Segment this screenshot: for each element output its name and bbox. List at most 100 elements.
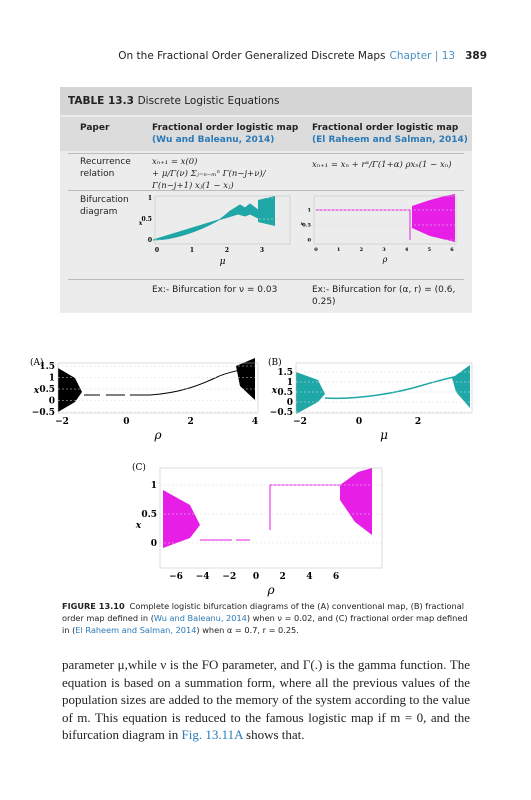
note: Ex:- Bifurcation for (α, r) = (0.6, 0.25… <box>312 285 456 307</box>
magenta-chaos <box>163 490 200 548</box>
y-tick-label: 0.5 <box>141 510 157 520</box>
table-title-bar <box>60 87 472 115</box>
paragraph-text: parameter μ,while ν is the FO parameter,… <box>62 657 470 742</box>
column-title: Fractional order logistic map <box>152 123 299 133</box>
x-tick-label: −2 <box>222 572 236 582</box>
row-label: Bifurcation diagram <box>80 195 129 217</box>
y-tick-label: −0.5 <box>270 408 293 418</box>
equation-line: xₙ₊₁ = x(0) <box>152 157 198 167</box>
column-title: Fractional order logistic map <box>312 123 459 133</box>
magenta-line <box>269 484 340 530</box>
x-tick-label: 0 <box>155 247 159 254</box>
x-axis-label: ρ <box>382 255 388 264</box>
x-tick-label: 1 <box>190 247 194 254</box>
x-tick-label: 2 <box>415 417 421 427</box>
x-tick-label: 0 <box>314 247 318 253</box>
body-text: parameter μ,while ν is the FO parameter,… <box>62 656 470 744</box>
figure-ref: Fig. 13.11A <box>181 727 243 742</box>
y-tick-label: 0.5 <box>142 216 152 223</box>
plot-frame <box>57 362 259 414</box>
x-axis-label: μ <box>220 257 226 267</box>
row-rule <box>68 190 464 191</box>
y-tick-label: 1 <box>287 378 293 388</box>
x-tick-label: 1 <box>337 247 340 253</box>
teal-chaos <box>296 372 325 414</box>
row-rule <box>68 153 464 154</box>
y-axis-label: x <box>300 221 305 227</box>
black-chaos <box>58 368 82 412</box>
teal-chaos <box>258 196 275 226</box>
header-chapter: Chapter | 13 <box>389 50 456 62</box>
note: Ex:- Bifurcation for ν = 0.03 <box>152 285 278 295</box>
x-tick-label: 2 <box>360 247 364 253</box>
y-tick-label: 0 <box>151 539 157 549</box>
panel-label: (A) <box>30 357 44 368</box>
column-header: Paper <box>80 123 110 133</box>
y-tick-label: 0.5 <box>277 388 293 398</box>
x-tick-label: 0 <box>253 572 259 582</box>
table-caption: Discrete Logistic Equations <box>137 95 280 107</box>
branch <box>324 375 459 400</box>
y-tick-label: 0 <box>49 397 55 407</box>
paragraph-text: shows that. <box>242 727 305 742</box>
caption-text: Complete logistic bifurcation diagrams o… <box>62 601 464 623</box>
x-axis-label: ρ <box>266 583 274 597</box>
y-tick-label: 0 <box>287 398 293 408</box>
panel-a-shape <box>58 358 255 412</box>
column-ref: (El Raheem and Salman, 2014) <box>312 135 468 145</box>
column-ref: (Wu and Baleanu, 2014) <box>152 135 275 145</box>
y-axis-label: x <box>138 220 143 227</box>
x-tick-label: 4 <box>306 572 312 582</box>
equation: xₙ₊₁ = x(0) + μ/Γ(ν) Σⱼ₌ₙ₋ₘⁿ Γ(n−j+ν)/Γ(n… <box>152 156 302 192</box>
x-tick-label: 3 <box>260 247 264 254</box>
branch <box>149 369 241 396</box>
y-tick-label: 0 <box>308 238 312 244</box>
caption-text: ) when α = 0.7, r = 0.25. <box>196 625 299 635</box>
magenta-chaos <box>340 468 372 535</box>
y-tick-label: 0.5 <box>302 223 311 229</box>
y-tick-label: 1 <box>49 374 55 384</box>
y-axis-label: x <box>135 521 142 531</box>
panel-label: (B) <box>268 357 282 368</box>
equation: xₙ₊₁ = xₙ + rᵅ/Γ(1+α) ρxₙ(1 − xₙ) <box>312 160 452 170</box>
x-tick-label: −2 <box>55 417 69 427</box>
y-tick-label: 1 <box>151 481 157 491</box>
row-rule <box>68 279 464 280</box>
column-header: Fractional order logistic map (Wu and Bal… <box>152 122 298 146</box>
x-tick-label: −4 <box>196 572 210 582</box>
x-tick-label: 2 <box>225 247 229 254</box>
plot-frame <box>154 195 291 245</box>
y-tick-label: 1.5 <box>277 368 293 378</box>
caption-text: ) when ν = 0.02, and (C) fractional orde… <box>62 613 468 635</box>
equation-line: + μ/Γ(ν) Σⱼ₌ₙ₋ₘⁿ Γ(n−j+ν)/Γ(n−j+1) xⱼ(1 … <box>152 169 266 191</box>
x-tick-label: 4 <box>252 417 258 427</box>
x-tick-label: 4 <box>405 247 409 253</box>
x-tick-label: 3 <box>382 247 386 253</box>
header-row <box>60 117 472 151</box>
panel-label: (C) <box>132 462 146 473</box>
y-axis-label: x <box>33 386 40 396</box>
citation: Wu and Baleanu, 2014 <box>153 613 247 623</box>
x-axis-label: ρ <box>153 428 161 442</box>
y-axis-label: x <box>271 386 278 396</box>
black-chaos <box>236 358 255 400</box>
figure-caption: FIGURE 13.10 Complete logistic bifurcatio… <box>62 600 470 636</box>
table-label: TABLE 13.3 <box>68 95 134 107</box>
teal-branch <box>152 203 259 241</box>
x-tick-label: 6 <box>333 572 339 582</box>
y-tick-label: 1.5 <box>39 362 55 372</box>
magenta-chaos <box>412 194 455 242</box>
y-tick-label: 1 <box>148 195 152 202</box>
teal-chaos <box>452 365 470 408</box>
panel-c-shape <box>163 468 372 548</box>
x-axis-label: μ <box>380 428 388 442</box>
header-title: On the Fractional Order Generalized Disc… <box>118 50 386 62</box>
x-tick-label: 0 <box>123 417 129 427</box>
x-tick-label: 2 <box>280 572 286 582</box>
x-tick-label: 5 <box>428 247 432 253</box>
y-tick-label: 1 <box>308 208 311 214</box>
y-tick-label: 0 <box>148 237 152 244</box>
x-tick-label: −6 <box>169 572 183 582</box>
